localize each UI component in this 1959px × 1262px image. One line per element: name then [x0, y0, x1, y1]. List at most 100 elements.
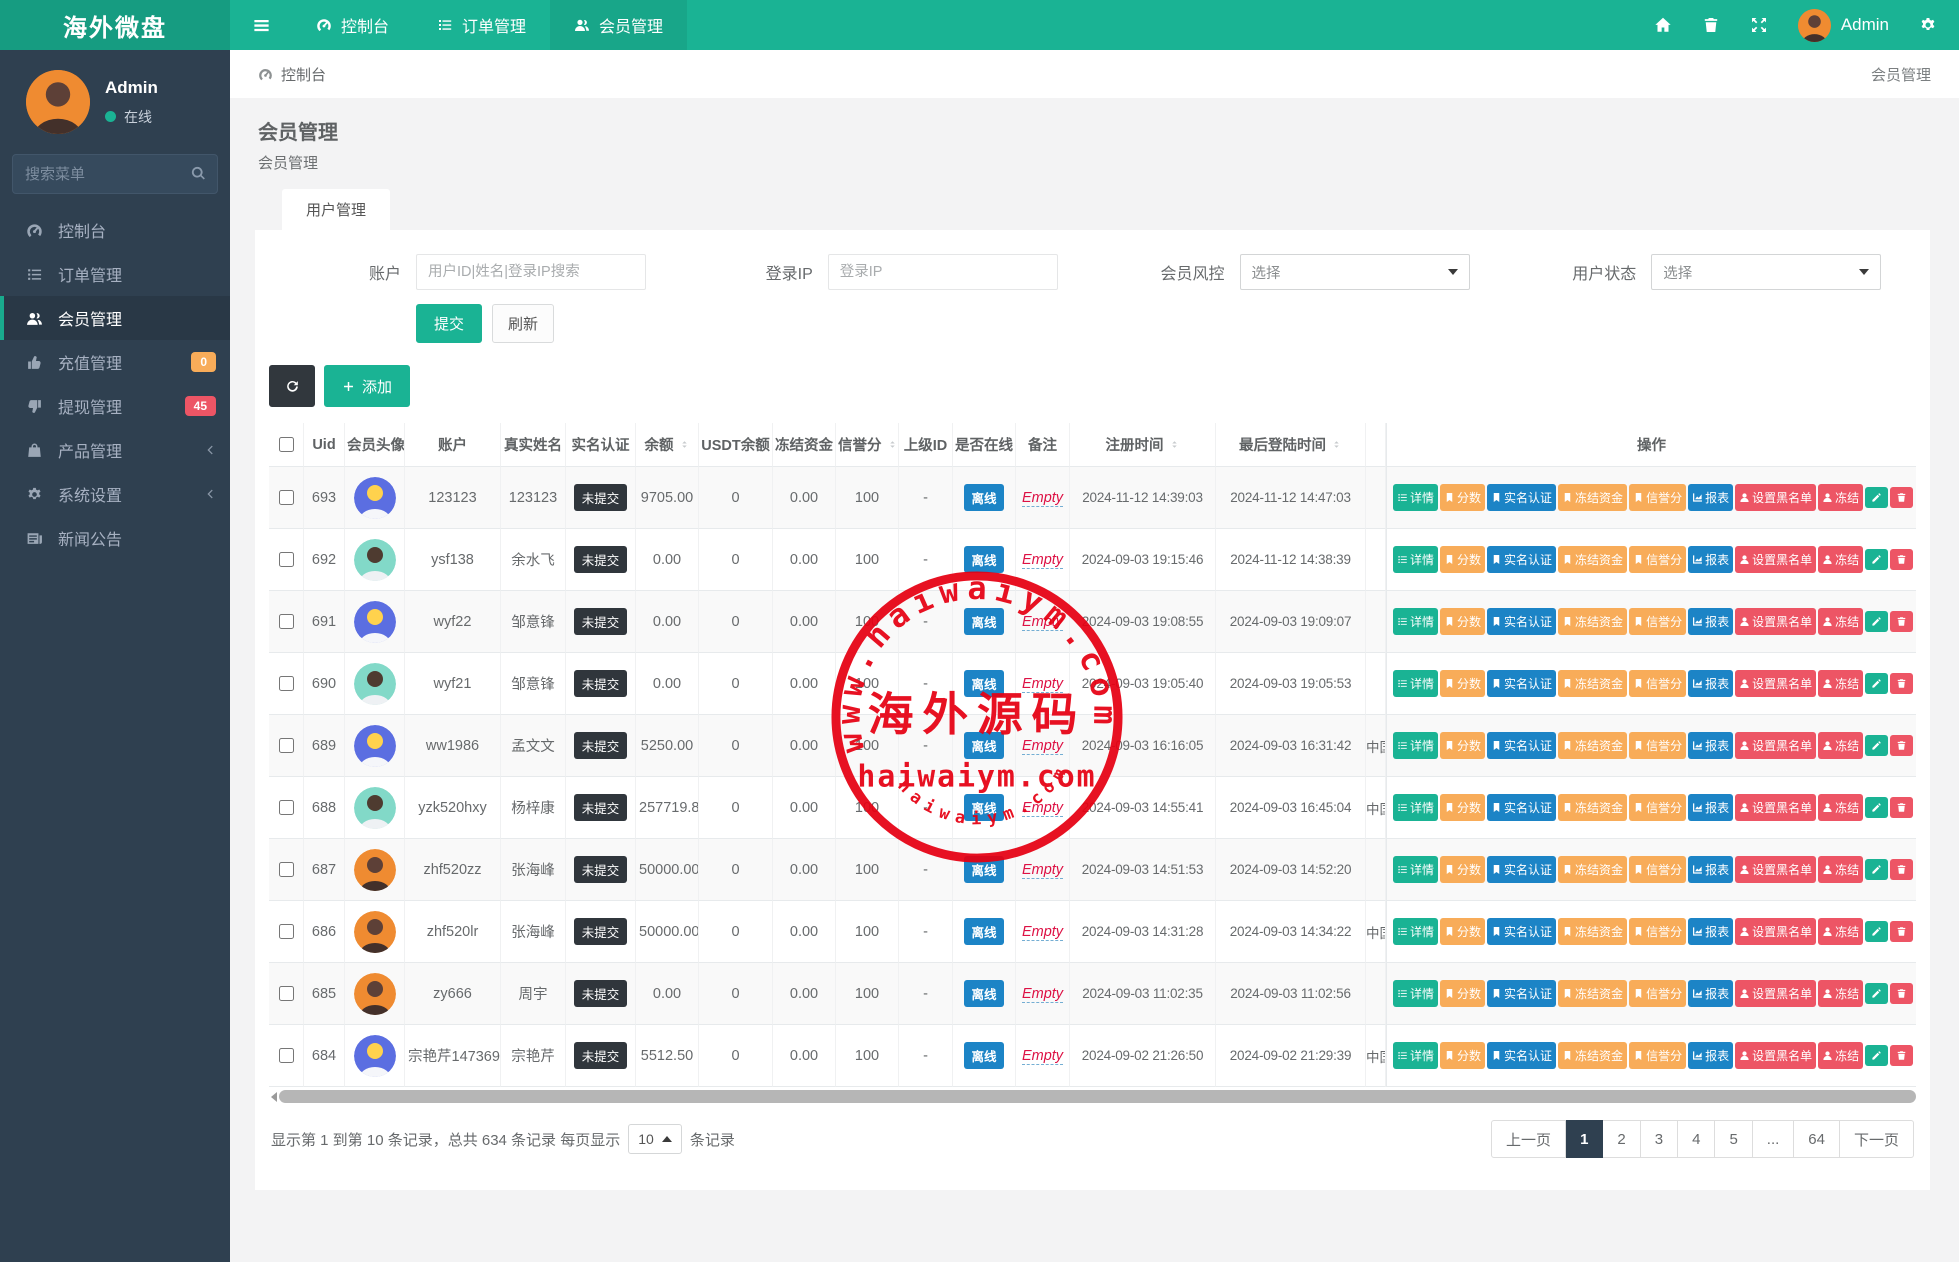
freeze-funds-button[interactable]: 冻结资金: [1558, 1042, 1628, 1069]
realname-auth-button[interactable]: 实名认证: [1487, 856, 1557, 883]
blacklist-button[interactable]: 设置黑名单: [1735, 732, 1817, 759]
report-button[interactable]: 报表: [1688, 484, 1734, 511]
delete-button[interactable]: [1890, 983, 1914, 1004]
edit-button[interactable]: [1865, 1045, 1889, 1066]
delete-button[interactable]: [1890, 859, 1914, 880]
select-all-checkbox[interactable]: [279, 436, 294, 452]
blacklist-button[interactable]: 设置黑名单: [1735, 608, 1817, 635]
row-checkbox[interactable]: [279, 489, 294, 505]
note-editable-link[interactable]: Empty: [1021, 489, 1064, 507]
credit-score-button[interactable]: 信誉分: [1629, 794, 1687, 821]
edit-button[interactable]: [1865, 921, 1889, 942]
delete-button[interactable]: [1890, 1045, 1914, 1066]
sidebar-item-4[interactable]: 充值管理 0: [0, 340, 230, 384]
login-ip-input[interactable]: [827, 254, 1058, 290]
freeze-funds-button[interactable]: 冻结资金: [1558, 856, 1628, 883]
edit-button[interactable]: [1865, 487, 1889, 508]
horizontal-scrollbar[interactable]: [269, 1089, 1916, 1104]
credit-score-button[interactable]: 信誉分: [1629, 732, 1687, 759]
freeze-funds-button[interactable]: 冻结资金: [1558, 670, 1628, 697]
report-button[interactable]: 报表: [1688, 856, 1734, 883]
page-button-64[interactable]: 64: [1794, 1120, 1840, 1158]
freeze-button[interactable]: 冻结: [1818, 1042, 1864, 1069]
realname-auth-button[interactable]: 实名认证: [1487, 918, 1557, 945]
detail-button[interactable]: 详情: [1393, 670, 1439, 697]
next-page-button[interactable]: 下一页: [1839, 1120, 1914, 1158]
page-button-...[interactable]: ...: [1752, 1120, 1795, 1158]
score-button[interactable]: 分数: [1440, 918, 1486, 945]
credit-score-button[interactable]: 信誉分: [1629, 670, 1687, 697]
report-button[interactable]: 报表: [1688, 732, 1734, 759]
row-checkbox[interactable]: [279, 923, 294, 939]
sidebar-item-5[interactable]: 提现管理 45: [0, 384, 230, 428]
row-checkbox[interactable]: [279, 737, 294, 753]
delete-button[interactable]: [1890, 487, 1914, 508]
note-editable-link[interactable]: Empty: [1021, 985, 1064, 1003]
edit-button[interactable]: [1865, 549, 1889, 570]
freeze-button[interactable]: 冻结: [1818, 670, 1864, 697]
blacklist-button[interactable]: 设置黑名单: [1735, 980, 1817, 1007]
credit-score-button[interactable]: 信誉分: [1629, 484, 1687, 511]
score-button[interactable]: 分数: [1440, 608, 1486, 635]
breadcrumb-left[interactable]: 控制台: [281, 66, 327, 84]
page-button-1[interactable]: 1: [1566, 1120, 1604, 1158]
row-checkbox[interactable]: [279, 1047, 294, 1063]
edit-button[interactable]: [1865, 611, 1889, 632]
realname-auth-button[interactable]: 实名认证: [1487, 670, 1557, 697]
column-header-13[interactable]: 注册时间: [1070, 423, 1216, 467]
freeze-button[interactable]: 冻结: [1818, 856, 1864, 883]
freeze-button[interactable]: 冻结: [1818, 732, 1864, 759]
page-button-3[interactable]: 3: [1640, 1120, 1679, 1158]
score-button[interactable]: 分数: [1440, 794, 1486, 821]
sort-icon[interactable]: [887, 438, 898, 451]
freeze-funds-button[interactable]: 冻结资金: [1558, 484, 1628, 511]
note-editable-link[interactable]: Empty: [1021, 861, 1064, 879]
realname-auth-button[interactable]: 实名认证: [1487, 608, 1557, 635]
blacklist-button[interactable]: 设置黑名单: [1735, 794, 1817, 821]
blacklist-button[interactable]: 设置黑名单: [1735, 856, 1817, 883]
note-editable-link[interactable]: Empty: [1021, 923, 1064, 941]
edit-button[interactable]: [1865, 983, 1889, 1004]
report-button[interactable]: 报表: [1688, 1042, 1734, 1069]
detail-button[interactable]: 详情: [1393, 918, 1439, 945]
page-button-2[interactable]: 2: [1603, 1120, 1641, 1158]
note-editable-link[interactable]: Empty: [1021, 799, 1064, 817]
delete-button[interactable]: [1890, 549, 1914, 570]
credit-score-button[interactable]: 信誉分: [1629, 918, 1687, 945]
blacklist-button[interactable]: 设置黑名单: [1735, 546, 1817, 573]
scrollbar-thumb[interactable]: [279, 1090, 1916, 1103]
delete-button[interactable]: [1890, 797, 1914, 818]
row-checkbox[interactable]: [279, 613, 294, 629]
report-button[interactable]: 报表: [1688, 546, 1734, 573]
credit-score-button[interactable]: 信誉分: [1629, 856, 1687, 883]
note-editable-link[interactable]: Empty: [1021, 1047, 1064, 1065]
credit-score-button[interactable]: 信誉分: [1629, 546, 1687, 573]
row-checkbox[interactable]: [279, 675, 294, 691]
score-button[interactable]: 分数: [1440, 546, 1486, 573]
blacklist-button[interactable]: 设置黑名单: [1735, 918, 1817, 945]
sidebar-item-1[interactable]: 控制台: [0, 208, 230, 252]
freeze-funds-button[interactable]: 冻结资金: [1558, 794, 1628, 821]
freeze-button[interactable]: 冻结: [1818, 980, 1864, 1007]
freeze-funds-button[interactable]: 冻结资金: [1558, 732, 1628, 759]
realname-auth-button[interactable]: 实名认证: [1487, 546, 1557, 573]
freeze-button[interactable]: 冻结: [1818, 608, 1864, 635]
edit-button[interactable]: [1865, 859, 1889, 880]
detail-button[interactable]: 详情: [1393, 856, 1439, 883]
realname-auth-button[interactable]: 实名认证: [1487, 484, 1557, 511]
realname-auth-button[interactable]: 实名认证: [1487, 794, 1557, 821]
score-button[interactable]: 分数: [1440, 484, 1486, 511]
detail-button[interactable]: 详情: [1393, 484, 1439, 511]
reload-table-button[interactable]: [269, 365, 315, 407]
prev-page-button[interactable]: 上一页: [1491, 1120, 1567, 1158]
report-button[interactable]: 报表: [1688, 918, 1734, 945]
row-checkbox[interactable]: [279, 551, 294, 567]
score-button[interactable]: 分数: [1440, 1042, 1486, 1069]
detail-button[interactable]: 详情: [1393, 546, 1439, 573]
score-button[interactable]: 分数: [1440, 732, 1486, 759]
fullscreen-icon[interactable]: [1750, 16, 1768, 34]
score-button[interactable]: 分数: [1440, 856, 1486, 883]
column-header-14[interactable]: 最后登陆时间: [1216, 423, 1366, 467]
score-button[interactable]: 分数: [1440, 670, 1486, 697]
submit-button[interactable]: 提交: [416, 304, 483, 343]
